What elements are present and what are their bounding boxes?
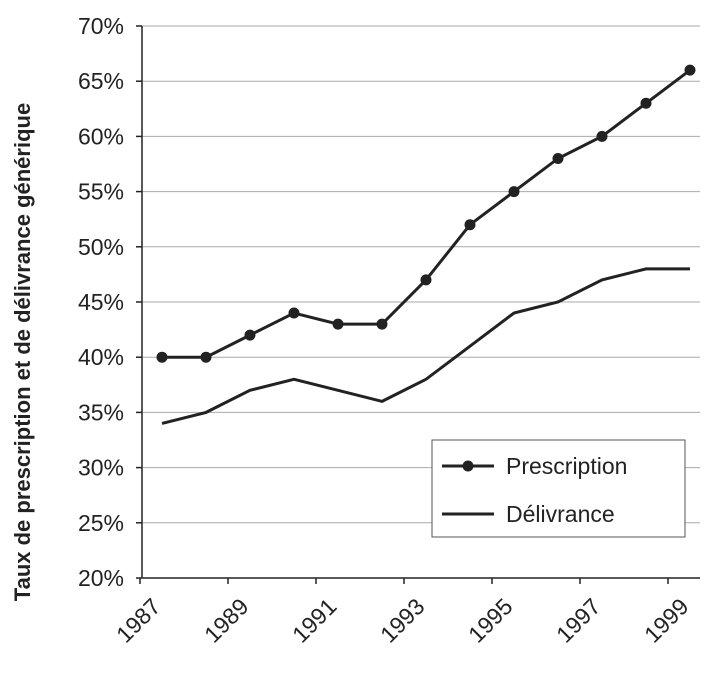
y-axis-label: Taux de prescription et de délivrance gé…	[10, 103, 35, 601]
point	[464, 219, 476, 231]
y-tick-label: 35%	[78, 399, 124, 425]
point	[244, 329, 256, 341]
y-tick-label: 70%	[78, 13, 124, 39]
legend-box	[431, 439, 686, 538]
x-tick-label: 1991	[287, 593, 342, 648]
line-series	[162, 68, 691, 359]
x-tick-label: 1995	[463, 593, 518, 648]
x-tick-label: 1993	[375, 593, 430, 648]
point	[376, 318, 388, 330]
point	[200, 351, 212, 363]
point	[332, 318, 344, 330]
y-tick-label: 45%	[78, 289, 124, 315]
x-tick-label: 1987	[111, 593, 166, 648]
y-tick-label: 65%	[78, 68, 124, 94]
point	[640, 97, 652, 109]
point	[288, 307, 300, 319]
y-tick-label: 25%	[78, 510, 124, 536]
y-tick-label: 60%	[78, 123, 124, 149]
legend-marker	[462, 460, 474, 472]
point	[508, 186, 520, 198]
y-tick-label: 40%	[78, 344, 124, 370]
point	[684, 64, 696, 76]
point	[420, 274, 432, 286]
y-tick-label: 55%	[78, 179, 124, 205]
legend-label: Prescription	[506, 453, 627, 479]
x-tick-label: 1997	[551, 593, 606, 648]
point	[596, 130, 608, 142]
y-tick-label: 50%	[78, 234, 124, 260]
line-series	[161, 267, 690, 425]
y-tick-label: 20%	[78, 565, 124, 591]
x-tick-label: 1989	[199, 593, 254, 648]
legend-label: Délivrance	[506, 501, 615, 527]
y-tick-label: 30%	[78, 455, 124, 481]
point	[552, 152, 564, 164]
x-tick-label: 1999	[639, 593, 694, 648]
point	[156, 351, 168, 363]
